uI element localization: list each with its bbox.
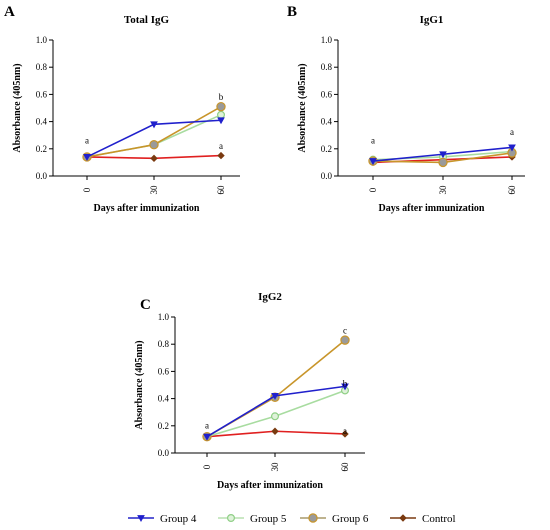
data-point <box>217 151 225 160</box>
significance-letter: b <box>219 92 224 102</box>
y-tick-label: 0.0 <box>36 171 48 181</box>
legend: Group 4 Group 5 Group 6 Control <box>128 513 456 525</box>
series-group-6 <box>82 101 226 162</box>
x-tick-label: 0 <box>202 464 212 469</box>
x-axis-title: Days after immunization <box>94 203 200 214</box>
significance-letter: a <box>510 127 514 137</box>
data-point <box>83 154 91 161</box>
data-point <box>150 154 158 163</box>
data-point <box>217 110 226 119</box>
significance-letter: c <box>343 325 347 335</box>
data-point <box>150 121 158 129</box>
x-tick-label: 0 <box>82 187 92 192</box>
chart-panel-c: C IgG2 0.0 0.2 0.4 0.6 0.8 1.0 0 30 60 Days after i… <box>134 291 365 491</box>
x-tick-label: 60 <box>507 185 517 195</box>
series-control <box>203 427 349 441</box>
x-axis-title: Days after immunization <box>217 480 323 491</box>
data-point <box>216 101 226 112</box>
legend-marker <box>308 513 318 523</box>
chart-panel-b: B IgG1 0.0 0.2 0.4 0.6 0.8 1.0 0 30 60 Days after i… <box>287 4 525 214</box>
y-tick-label: 0.6 <box>321 89 333 99</box>
data-point <box>340 335 350 345</box>
significance-letter: a <box>219 141 223 151</box>
y-tick-label: 0.6 <box>158 366 170 376</box>
x-tick-label: 30 <box>438 185 448 195</box>
significance-letter: a <box>343 426 347 436</box>
y-tick-label: 0.2 <box>321 144 332 154</box>
y-tick-label: 0.4 <box>36 117 48 127</box>
data-point <box>271 412 280 421</box>
significance-letter: b <box>343 378 348 388</box>
data-point <box>508 144 516 152</box>
x-tick-label: 60 <box>216 185 226 195</box>
data-point <box>271 392 279 400</box>
y-tick-label: 0.8 <box>158 339 170 349</box>
legend-label: Control <box>422 513 456 525</box>
data-point <box>203 433 211 441</box>
series-group-4 <box>83 117 225 161</box>
legend-label: Group 6 <box>332 513 369 525</box>
x-tick-label: 30 <box>149 185 159 195</box>
x-tick-label: 60 <box>340 462 350 472</box>
data-point <box>439 151 447 159</box>
y-axis-title: Absorbance (405nm) <box>134 340 145 429</box>
legend-item: Group 6 <box>300 513 369 525</box>
y-tick-label: 0.8 <box>36 62 48 72</box>
series-group-4 <box>203 383 349 441</box>
legend-label: Group 4 <box>160 513 197 525</box>
x-axis-title: Days after immunization <box>379 203 485 214</box>
legend-item: Control <box>390 513 456 525</box>
y-axis-title: Absorbance (405nm) <box>12 63 23 152</box>
y-tick-label: 0.0 <box>321 171 333 181</box>
series-group-4 <box>369 144 516 166</box>
x-tick-label: 30 <box>270 462 280 472</box>
y-tick-label: 1.0 <box>321 35 333 45</box>
y-tick-label: 0.2 <box>36 144 47 154</box>
legend-item: Group 5 <box>218 513 287 525</box>
legend-label: Group 5 <box>250 513 287 525</box>
data-point <box>369 158 377 166</box>
data-point <box>271 427 279 435</box>
y-tick-label: 0.4 <box>321 117 333 127</box>
x-tick-label: 0 <box>368 187 378 192</box>
panel-letter: B <box>287 4 297 20</box>
y-tick-label: 0.6 <box>36 89 48 99</box>
y-tick-label: 0.0 <box>158 448 170 458</box>
chart-title: IgG1 <box>420 14 444 26</box>
panel-letter: C <box>140 297 151 313</box>
legend-marker <box>227 513 236 522</box>
chart-panel-a: A Total IgG 0.0 0.2 0.4 0.6 0.8 1.0 0 30 60 Days af… <box>4 4 240 214</box>
significance-letter: a <box>85 135 89 145</box>
data-point <box>438 157 448 168</box>
significance-letter: a <box>371 135 375 145</box>
chart-title: IgG2 <box>258 291 282 303</box>
y-tick-label: 0.4 <box>158 394 170 404</box>
data-point <box>341 430 349 438</box>
y-tick-label: 0.2 <box>158 421 169 431</box>
y-tick-label: 1.0 <box>158 312 170 322</box>
legend-marker <box>399 514 407 522</box>
data-point <box>341 383 349 391</box>
y-axis-title: Absorbance (405nm) <box>297 63 308 152</box>
data-point <box>217 117 225 125</box>
significance-letter: a <box>205 421 209 431</box>
y-tick-label: 1.0 <box>36 35 48 45</box>
chart-title: Total IgG <box>124 14 170 26</box>
legend-marker <box>137 515 145 523</box>
panel-letter: A <box>4 4 15 20</box>
y-tick-label: 0.8 <box>321 62 333 72</box>
legend-item: Group 4 <box>128 513 197 525</box>
data-point <box>149 140 159 150</box>
